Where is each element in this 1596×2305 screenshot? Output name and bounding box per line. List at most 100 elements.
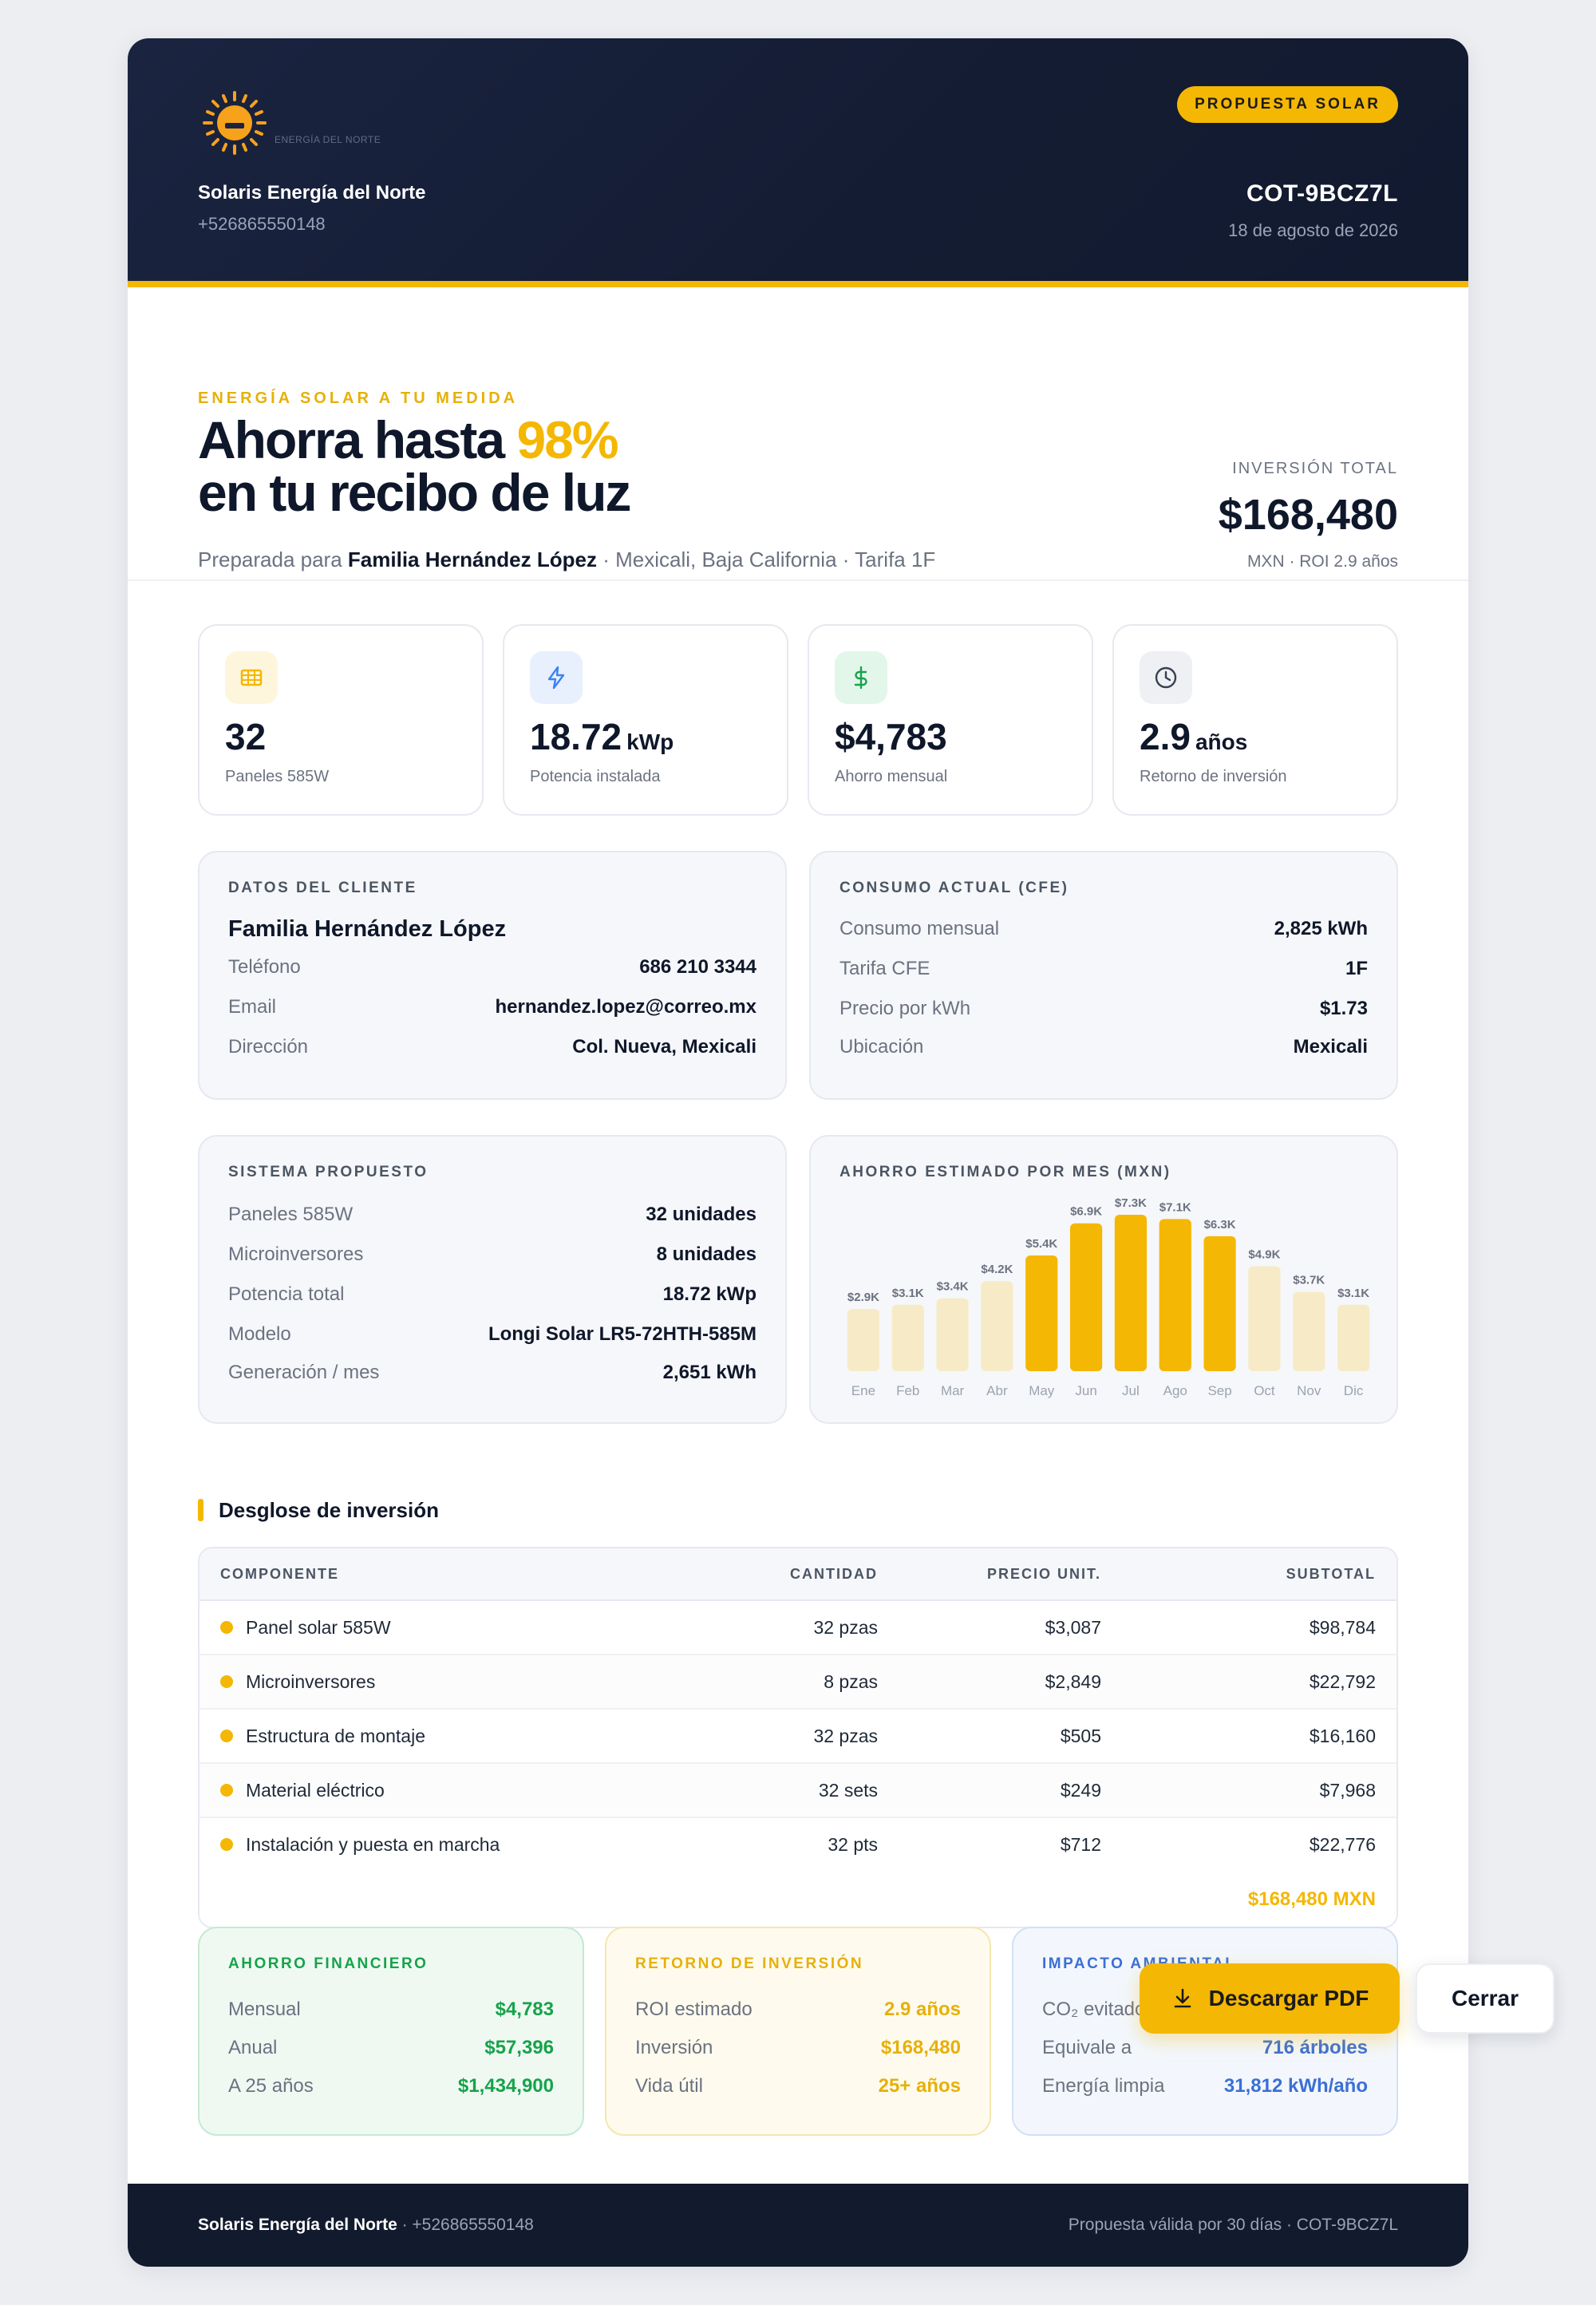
bullet-dot [220,1730,233,1742]
breakdown-table: COMPONENTE CANTIDAD PRECIO UNIT. SUBTOTA… [198,1547,1398,1928]
proposal-footer: Solaris Energía del Norte · +52686555014… [128,2184,1468,2267]
company-phone: +526865550148 [198,214,326,234]
company-logo: ENERGÍA DEL NORTE [201,89,409,155]
client-row-email: Email hernandez.lopez@correo.mx [228,996,757,1018]
chart-data-label: $7.3K [1115,1196,1147,1210]
col-component: COMPONENTE [220,1565,340,1582]
cell-name: Panel solar 585W [246,1616,391,1638]
consumption-heading: CONSUMO ACTUAL (CFE) [839,880,1069,896]
table-row: Microinversores 8 pzas $2,849 $22,792 [200,1655,1396,1710]
solar-panel-icon [225,651,278,704]
kpi-label: Potencia instalada [530,768,661,785]
chart-title: AHORRO ESTIMADO POR MES (MXN) [839,1164,1171,1180]
chart-bar [1069,1223,1103,1371]
system-panel: SISTEMA PROPUESTO Paneles 585W 32 unidade… [198,1135,787,1424]
table-header: COMPONENTE CANTIDAD PRECIO UNIT. SUBTOTA… [200,1548,1396,1601]
close-button[interactable]: Cerrar [1416,1963,1555,2034]
chart-tick-label: Ene [851,1383,875,1398]
kpi-value: 2.9 años [1140,716,1248,757]
col-unit-price: PRECIO UNIT. [986,1565,1101,1582]
lightning-icon [530,651,583,704]
cell-qty: 8 pzas [824,1670,878,1692]
chart-tick-label: Abr [986,1383,1008,1398]
chart-tick-label: Feb [896,1383,919,1398]
consumption-row: Tarifa CFE 1F [839,958,1368,979]
cell-price: $3,087 [1045,1616,1101,1638]
investment-sub: MXN · ROI 2.9 años [1246,552,1398,571]
cell-subtotal: $22,792 [1309,1670,1376,1692]
download-pdf-button[interactable]: Descargar PDF [1140,1963,1400,2034]
system-heading: SISTEMA PROPUESTO [228,1164,429,1180]
chart-data-label: $3.4K [937,1280,969,1294]
sun-logo-icon [203,91,267,155]
financial-row: Mensual $4,783 [228,1999,554,2020]
cell-qty: 32 pzas [813,1616,878,1638]
footer-company: Solaris Energía del Norte [198,2216,397,2234]
table-row: Material eléctrico 32 sets $249 $7,968 [200,1764,1396,1818]
prepared-for: Preparada para Familia Hernández López ·… [198,548,935,572]
chart-bar [891,1304,924,1371]
client-row-phone: Teléfono 686 210 3344 [228,956,757,978]
chart-tick-label: Jul [1122,1383,1140,1398]
cell-name: Material eléctrico [246,1779,385,1801]
environment-row: Equivale a 716 árboles [1042,2037,1368,2058]
cell-subtotal: $16,160 [1309,1725,1376,1746]
cell-subtotal: $7,968 [1319,1779,1376,1801]
environment-row: CO₂ evitado [1042,1999,1146,2020]
chart-bar [981,1281,1013,1371]
chart-tick-label: Mar [941,1383,965,1398]
cell-price: $2,849 [1045,1670,1101,1692]
quote-date: 18 de agosto de 2026 [1228,220,1398,240]
company-name: Solaris Energía del Norte [198,182,426,204]
roi-row: Inversión $168,480 [635,2037,961,2058]
chart-bar [1337,1304,1370,1371]
clock-icon [1140,651,1192,704]
system-row: Paneles 585W 32 unidades [228,1204,757,1225]
chart-data-label: $5.4K [1025,1237,1057,1251]
consumption-row: Consumo mensual 2,825 kWh [839,918,1368,939]
chart-tick-label: Sep [1207,1383,1231,1398]
hero-title: Ahorra hasta 98% en tu recibo de luz [198,410,631,519]
cell-name: Instalación y puesta en marcha [246,1833,500,1855]
chart-bar [936,1298,969,1371]
roi-row: Vida útil 25+ años [635,2075,961,2097]
col-quantity: CANTIDAD [790,1565,878,1582]
client-panel: DATOS DEL CLIENTE Familia Hernández Lópe… [198,851,787,1100]
chart-data-label: $2.9K [847,1291,879,1304]
client-name: Familia Hernández López [228,916,507,942]
chart-tick-label: Jun [1075,1383,1096,1398]
cell-price: $505 [1060,1725,1101,1746]
table-row: Instalación y puesta en marcha 32 pts $7… [200,1818,1396,1872]
cell-qty: 32 pts [828,1833,878,1855]
chart-bar [1293,1291,1325,1371]
chart-data-label: $7.1K [1159,1200,1191,1214]
system-row: Microinversores 8 unidades [228,1243,757,1265]
consumption-row: Ubicación Mexicali [839,1036,1368,1058]
hero-title-pre: Ahorra hasta [198,410,517,469]
kpi-label: Retorno de inversión [1140,768,1287,785]
chart-data-label: $3.1K [1337,1287,1369,1300]
chart-tick-label: May [1029,1383,1055,1398]
chart-data-label: $4.9K [1248,1247,1280,1261]
chart-bar [1025,1255,1058,1371]
proposal-badge: PROPUESTA SOLAR [1177,86,1398,123]
footer-phone: · +526865550148 [397,2216,534,2234]
breakdown-title: Desglose de inversión [198,1497,439,1523]
system-row: Modelo Longi Solar LR5-72HTH-585M [228,1323,757,1345]
hero-section: ENERGÍA SOLAR A TU MEDIDA Ahorra hasta 9… [128,294,1468,581]
chart-data-label: $3.7K [1293,1274,1325,1287]
chart-bar [1114,1215,1148,1371]
table-row: Estructura de montaje 32 pzas $505 $16,1… [200,1710,1396,1764]
prepared-prefix: Preparada para [198,548,348,571]
client-row-address: Dirección Col. Nueva, Mexicali [228,1036,757,1058]
consumption-row: Precio por kWh $1.73 [839,998,1368,1019]
roi-heading: RETORNO DE INVERSIÓN [635,1955,864,1972]
investment-label: INVERSIÓN TOTAL [1232,460,1398,477]
cell-price: $249 [1060,1779,1101,1801]
consumption-panel: CONSUMO ACTUAL (CFE) Consumo mensual 2,82… [809,851,1398,1100]
col-subtotal: SUBTOTAL [1286,1565,1376,1582]
cell-subtotal: $98,784 [1309,1616,1376,1638]
cell-qty: 32 sets [818,1779,878,1801]
chart-data-label: $6.3K [1204,1218,1236,1232]
cell-name: Estructura de montaje [246,1725,426,1746]
